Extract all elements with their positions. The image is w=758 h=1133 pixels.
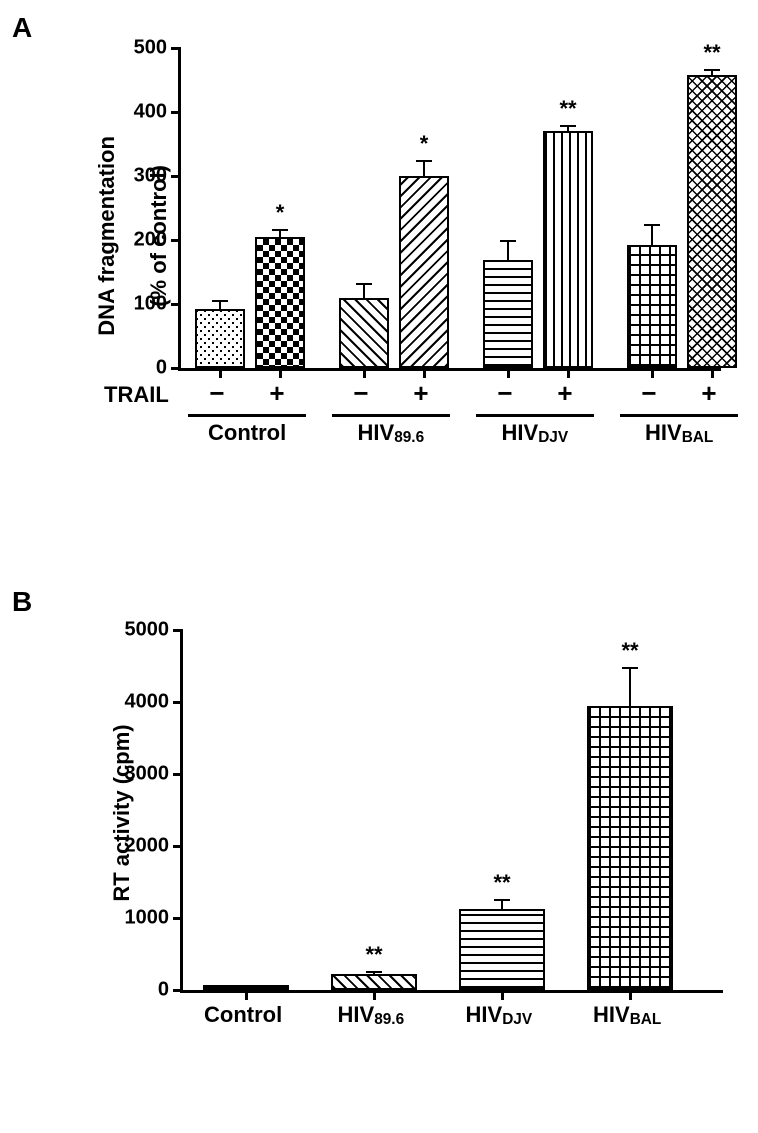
chart-b-plot: 010002000300040005000****** xyxy=(180,630,723,993)
chart-a-ytick-label: 400 xyxy=(134,101,181,124)
chart-a-errorbar xyxy=(651,225,653,245)
chart-a-xtick xyxy=(711,368,714,378)
chart-a-group-line xyxy=(332,414,450,417)
chart-b-xtick xyxy=(245,990,248,1000)
chart-a-y-label-line1: DNA fragmentation xyxy=(94,136,119,336)
chart-a-bar xyxy=(543,131,593,368)
chart-b-ytick-label: 3000 xyxy=(125,763,184,786)
chart-a-errorbar xyxy=(219,301,221,309)
chart-b-ytick-label: 0 xyxy=(158,979,183,1002)
chart-a-xtick xyxy=(279,368,282,378)
chart-a-ytick-label: 500 xyxy=(134,37,181,60)
chart-a-errorbar xyxy=(363,284,365,298)
chart-a-group-label: HIV89.6 xyxy=(358,420,425,446)
chart-a-group-line xyxy=(620,414,738,417)
chart-a-bar xyxy=(687,75,737,368)
chart-b-ytick-label: 5000 xyxy=(125,619,184,642)
chart-a-errorbar xyxy=(423,161,425,176)
chart-a-ytick-label: 100 xyxy=(134,293,181,316)
chart-b-sig: ** xyxy=(621,638,638,664)
chart-a-plot: 0100200300400500****** xyxy=(178,48,721,371)
chart-a-xtick xyxy=(363,368,366,378)
chart-a-bar xyxy=(399,176,449,368)
chart-b-sig: ** xyxy=(365,942,382,968)
chart-a-group-label: Control xyxy=(208,420,286,446)
chart-a-errorbar xyxy=(507,241,509,260)
trail-symbol: − xyxy=(497,378,512,409)
chart-a-bar xyxy=(483,260,533,368)
chart-a-bar xyxy=(627,245,677,368)
trail-symbol: + xyxy=(413,378,428,409)
trail-symbol: + xyxy=(557,378,572,409)
chart-b-errorcap xyxy=(366,971,382,973)
chart-b-bar xyxy=(331,974,417,990)
chart-b-x-label: HIVBAL xyxy=(593,1002,661,1028)
chart-a-xtick xyxy=(219,368,222,378)
chart-b-bar xyxy=(459,909,545,990)
chart-b-errorcap xyxy=(494,899,510,901)
chart-b-xtick xyxy=(373,990,376,1000)
chart-b-errorbar xyxy=(629,668,631,705)
chart-b-ytick-label: 2000 xyxy=(125,835,184,858)
chart-a-errorcap xyxy=(272,229,288,231)
panel-label-b: B xyxy=(12,586,32,618)
panel-label-a: A xyxy=(12,12,32,44)
chart-a-xtick xyxy=(567,368,570,378)
chart-a-ytick-label: 0 xyxy=(156,357,181,380)
chart-a-errorcap xyxy=(212,300,228,302)
chart-b-bar xyxy=(587,706,673,990)
chart-a-bar xyxy=(255,237,305,368)
chart-b-errorbar xyxy=(501,900,503,909)
trail-symbol: − xyxy=(641,378,656,409)
chart-b-x-label: HIV89.6 xyxy=(338,1002,405,1028)
trail-symbol: − xyxy=(353,378,368,409)
chart-b-x-label: HIVDJV xyxy=(466,1002,533,1028)
chart-a-xtick xyxy=(423,368,426,378)
chart-a-errorcap xyxy=(560,125,576,127)
trail-label: TRAIL xyxy=(104,382,169,408)
chart-a-sig: ** xyxy=(703,40,720,66)
chart-b-sig: ** xyxy=(493,870,510,896)
chart-b-xtick xyxy=(629,990,632,1000)
chart-a-errorcap xyxy=(704,69,720,71)
chart-a-xtick xyxy=(507,368,510,378)
chart-a-group-line xyxy=(188,414,306,417)
chart-a-ytick-label: 200 xyxy=(134,229,181,252)
chart-b-xtick xyxy=(501,990,504,1000)
chart-b-x-label: Control xyxy=(204,1002,282,1028)
chart-a-errorcap xyxy=(416,160,432,162)
chart-a-xtick xyxy=(651,368,654,378)
chart-a-errorcap xyxy=(500,240,516,242)
chart-a-group-label: HIVDJV xyxy=(502,420,569,446)
chart-b-ytick-label: 1000 xyxy=(125,907,184,930)
trail-symbol: + xyxy=(269,378,284,409)
chart-b-y-label: RT activity (cpm) xyxy=(109,683,135,943)
chart-a-errorcap xyxy=(356,283,372,285)
trail-symbol: − xyxy=(209,378,224,409)
trail-symbol: + xyxy=(701,378,716,409)
chart-a-errorcap xyxy=(644,224,660,226)
chart-a-group-line xyxy=(476,414,594,417)
chart-a-sig: * xyxy=(276,200,285,226)
chart-b-ytick-label: 4000 xyxy=(125,691,184,714)
chart-b-errorcap xyxy=(622,667,638,669)
chart-a-sig: * xyxy=(420,131,429,157)
chart-a-bar xyxy=(339,298,389,368)
chart-a-ytick-label: 300 xyxy=(134,165,181,188)
chart-a-group-label: HIVBAL xyxy=(645,420,713,446)
chart-a-bar xyxy=(195,309,245,368)
chart-a-sig: ** xyxy=(559,96,576,122)
